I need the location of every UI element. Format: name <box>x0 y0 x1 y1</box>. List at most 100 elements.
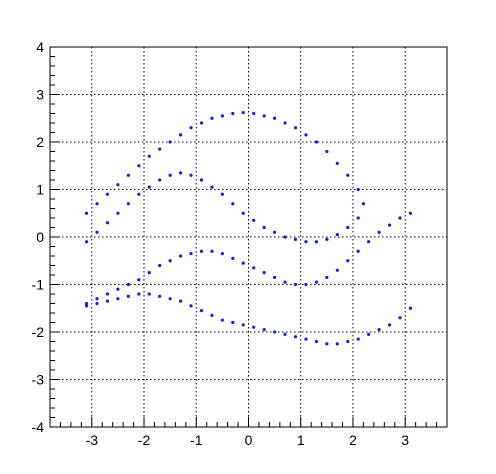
scatter-point <box>158 178 162 182</box>
scatter-point <box>356 249 360 253</box>
scatter-point <box>273 116 277 120</box>
scatter-point <box>210 116 214 120</box>
scatter-point <box>367 332 371 336</box>
scatter-point <box>147 292 151 296</box>
scatter-point <box>84 304 89 308</box>
scatter-point <box>356 337 360 341</box>
y-tick-label: -2 <box>32 324 45 340</box>
scatter-point <box>95 230 99 234</box>
axis-ticks <box>49 46 448 428</box>
x-tick-label: -3 <box>86 432 99 448</box>
scatter-point <box>408 211 413 215</box>
scatter-point <box>335 268 339 272</box>
scatter-point <box>116 287 120 291</box>
scatter-point <box>314 140 319 144</box>
scatter-point <box>147 185 151 189</box>
scatter-point <box>210 313 214 317</box>
scatter-point <box>314 240 319 244</box>
x-tick-label: 3 <box>401 432 409 448</box>
scatter-point <box>325 237 329 241</box>
scatter-point <box>189 304 193 308</box>
scatter-point <box>346 259 350 263</box>
scatter-point <box>178 299 183 303</box>
scatter-point <box>199 121 204 125</box>
scatter-point <box>335 161 339 165</box>
scatter-point <box>95 202 99 206</box>
scatter-point <box>356 187 360 192</box>
scatter-point <box>304 240 308 244</box>
grid-lines <box>50 47 447 427</box>
y-tick-label: -4 <box>32 419 45 435</box>
scatter-point <box>95 297 99 301</box>
scatter-point <box>210 249 214 253</box>
scatter-point <box>220 318 224 322</box>
scatter-point <box>346 225 350 230</box>
scatter-point <box>398 316 402 320</box>
scatter-point <box>361 202 366 206</box>
scatter-point <box>178 133 183 137</box>
x-tick-label: -1 <box>190 432 203 448</box>
scatter-point <box>408 306 413 310</box>
scatter-point <box>199 178 204 182</box>
scatter-point <box>84 301 89 306</box>
scatter-point <box>137 192 141 196</box>
scatter-point <box>220 252 224 256</box>
scatter-point <box>126 202 130 206</box>
scatter-point <box>105 192 110 196</box>
scatter-point <box>231 256 235 260</box>
scatter-point <box>116 211 120 215</box>
scatter-point <box>252 325 256 329</box>
scatter-point <box>304 133 308 137</box>
scatter-point <box>325 275 329 279</box>
scatter-point <box>283 235 287 239</box>
scatter-point <box>231 111 235 116</box>
scatter-point <box>377 328 381 332</box>
scatter-point <box>314 339 319 344</box>
y-tick-label: 0 <box>36 229 44 245</box>
x-tick-label: 0 <box>245 432 253 448</box>
x-tick-label: 2 <box>349 432 357 448</box>
scatter-point <box>84 240 89 244</box>
scatter-point <box>231 320 235 325</box>
scatter-point <box>95 301 99 306</box>
scatter-point <box>105 221 110 225</box>
scatter-point <box>158 294 162 298</box>
y-tick-label: 1 <box>36 182 44 198</box>
scatter-point <box>178 171 183 175</box>
scatter-point <box>356 216 360 220</box>
scatter-points <box>84 110 413 346</box>
scatter-point <box>252 218 256 222</box>
scatter-point <box>367 240 371 244</box>
scatter-point <box>325 342 329 346</box>
scatter-point <box>137 292 141 296</box>
y-tick-label: -3 <box>32 372 45 388</box>
y-tick-label: -1 <box>32 277 45 293</box>
scatter-point <box>147 271 151 275</box>
y-tick-label: 4 <box>36 39 44 55</box>
scatter-point <box>116 183 120 187</box>
y-tick-label: 3 <box>36 87 44 103</box>
y-tick-labels: -4 -3 -2 -1 0 1 2 3 4 <box>32 39 45 435</box>
scatter-point <box>252 111 256 116</box>
scatter-point <box>241 110 245 115</box>
scatter-point <box>220 192 224 196</box>
scatter-point <box>105 292 110 296</box>
x-tick-label: -2 <box>138 432 151 448</box>
scatter-point <box>262 225 266 230</box>
scatter-point <box>314 280 319 284</box>
scatter-point <box>346 173 350 177</box>
scatter-point <box>293 126 298 130</box>
x-tick-label: 1 <box>297 432 305 448</box>
y-tick-label: 2 <box>36 134 44 150</box>
scatter-point <box>325 149 329 154</box>
scatter-point <box>387 323 392 327</box>
scatter-point <box>335 233 339 237</box>
scatter-point <box>273 275 277 279</box>
scatter-point <box>158 147 162 151</box>
scatter-point <box>84 211 89 215</box>
scatter-point <box>346 339 350 344</box>
scatter-point <box>168 140 172 144</box>
scatter-point <box>220 114 224 118</box>
scatter-point <box>283 280 287 284</box>
